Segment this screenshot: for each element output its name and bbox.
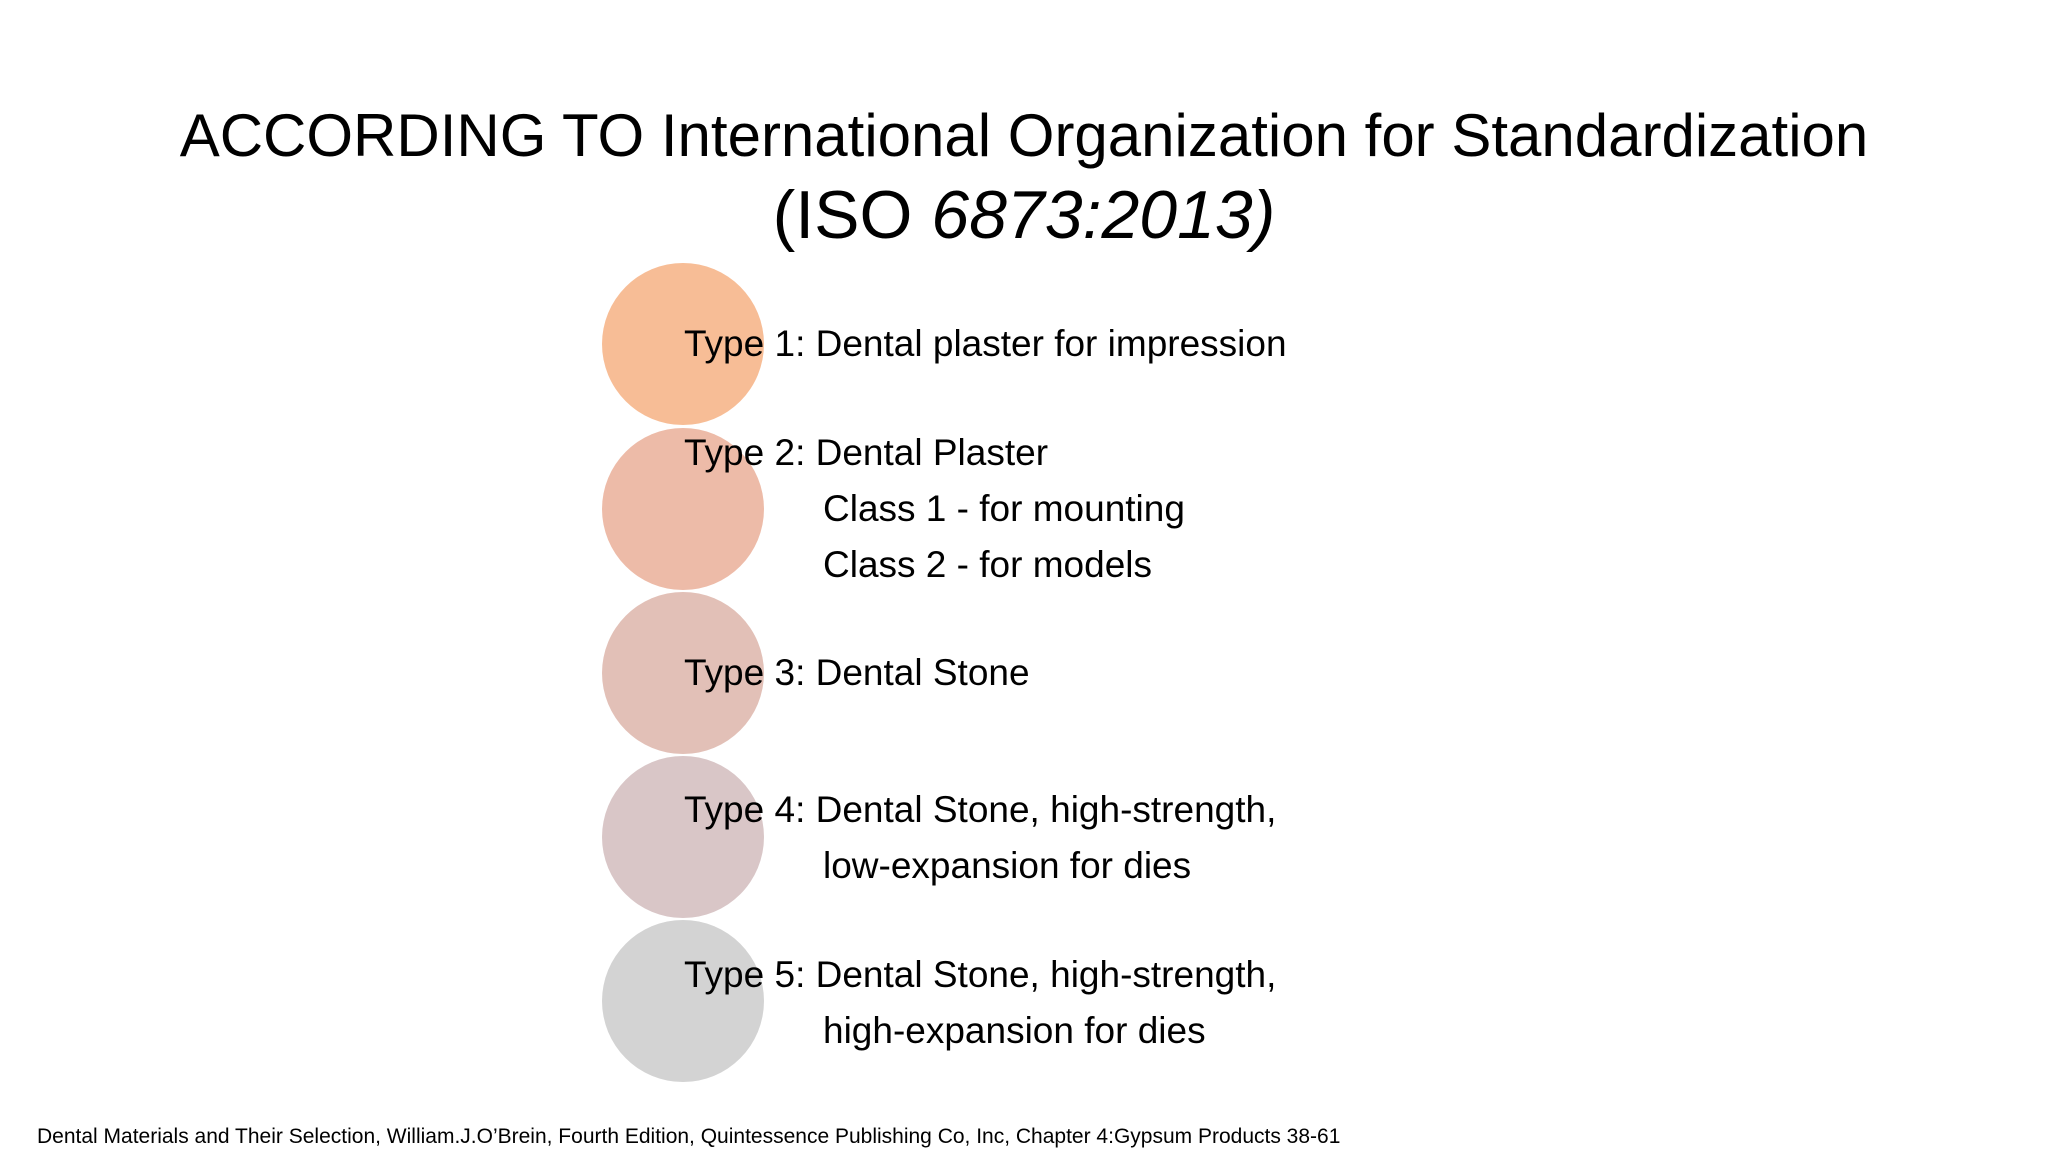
type-4-item: Type 4: Dental Stone, high-strength, low… xyxy=(684,782,1276,894)
title-iso-prefix: (ISO xyxy=(772,177,932,253)
footer-citation: Dental Materials and Their Selection, Wi… xyxy=(37,1125,1341,1148)
type-2-item: Type 2: Dental Plaster Class 1 - for mou… xyxy=(684,425,1185,593)
type-2-label: Type 2: Dental Plaster xyxy=(684,432,1049,473)
type-4-subline: low-expansion for dies xyxy=(823,845,1192,886)
type-1-item: Type 1: Dental plaster for impression xyxy=(684,316,1287,372)
type-5-item: Type 5: Dental Stone, high-strength, hig… xyxy=(684,947,1276,1059)
title-line-1: ACCORDING TO International Organization … xyxy=(179,102,1869,169)
type-5-circle xyxy=(602,920,764,1082)
type-4-label: Type 4: Dental Stone, high-strength, xyxy=(684,789,1277,830)
type-1-label: Type 1: Dental plaster for impression xyxy=(684,323,1287,364)
type-3-item: Type 3: Dental Stone xyxy=(684,645,1030,701)
type-5-subline: high-expansion for dies xyxy=(823,1010,1206,1051)
type-4-circle xyxy=(602,756,764,918)
type-3-circle xyxy=(602,592,764,754)
type-2-class-1: Class 1 - for mounting xyxy=(823,488,1185,529)
title-line-2: (ISO 6873:2013) xyxy=(0,176,2048,254)
type-1-circle xyxy=(602,263,764,425)
type-3-label: Type 3: Dental Stone xyxy=(684,652,1030,693)
slide-title: ACCORDING TO International Organization … xyxy=(0,96,2048,254)
type-5-label: Type 5: Dental Stone, high-strength, xyxy=(684,954,1277,995)
type-2-class-2: Class 2 - for models xyxy=(823,544,1152,585)
title-iso-number: 6873:2013) xyxy=(931,177,1276,253)
type-2-circle xyxy=(602,428,764,590)
